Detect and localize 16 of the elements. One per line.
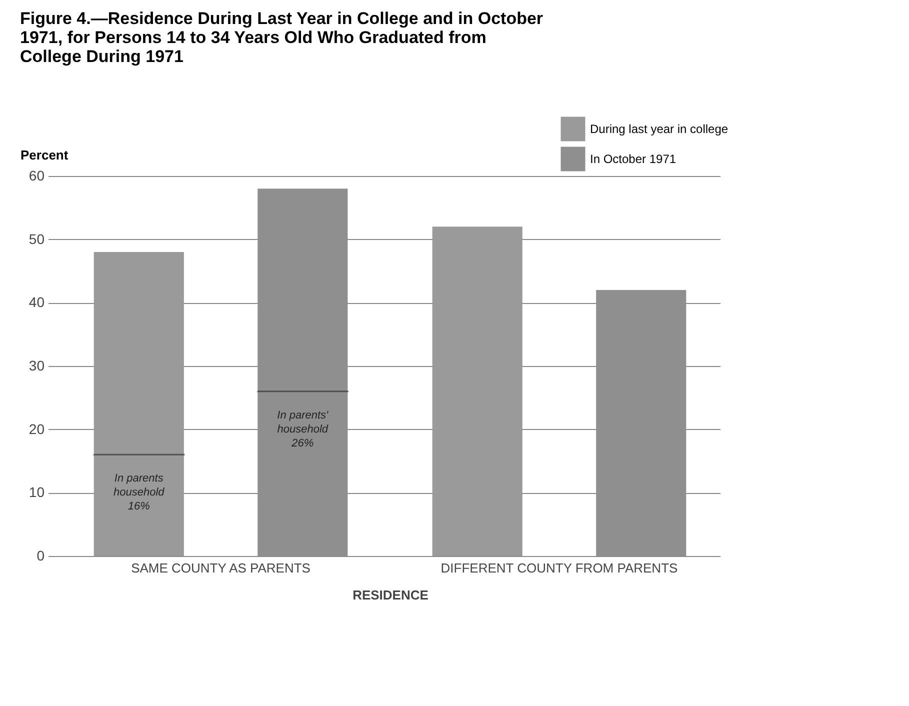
ref-line-label: In parents' household 26% <box>277 409 330 450</box>
y-tick-label: 60 <box>28 168 45 184</box>
x-tick-label: DIFFERENT COUNTY FROM PARENTS <box>440 560 678 576</box>
y-tick-label: 40 <box>28 294 45 310</box>
ref-line-label: In parents household 16% <box>113 472 166 513</box>
x-tick-label: SAME COUNTY AS PARENTS <box>131 560 311 576</box>
y-tick-label: 10 <box>28 484 45 500</box>
chart-title: Figure 4.—Residence During Last Year in College and in October 1971, for Persons 14 to 34 Years Old Who Graduated from College During 1971 <box>20 9 544 66</box>
y-tick-label: 30 <box>28 358 45 374</box>
legend-label: During last year in college <box>590 122 728 136</box>
y-tick-label: 20 <box>28 420 45 437</box>
y-tick-label: 0 <box>36 548 45 564</box>
y-tick-label: 50 <box>28 230 45 247</box>
x-axis-title: RESIDENCE <box>352 588 429 602</box>
y-axis-title: Percent <box>20 148 69 162</box>
legend-label: In October 1971 <box>590 152 676 166</box>
